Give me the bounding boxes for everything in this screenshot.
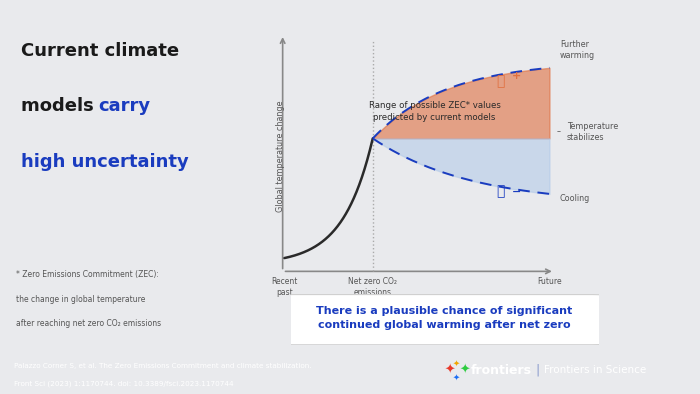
Text: models: models <box>21 97 99 115</box>
Text: Frontiers in Science: Frontiers in Science <box>544 365 646 375</box>
Text: Front Sci (2023) 1:1170744. doi: 10.3389/fsci.2023.1170744: Front Sci (2023) 1:1170744. doi: 10.3389… <box>14 381 234 387</box>
Text: frontiers: frontiers <box>471 364 532 377</box>
Text: ✦: ✦ <box>444 364 455 377</box>
Text: ✦: ✦ <box>460 364 470 377</box>
Text: Global temperature change: Global temperature change <box>276 100 285 212</box>
Text: after reaching net zero CO₂ emissions: after reaching net zero CO₂ emissions <box>15 319 161 328</box>
Text: ✦: ✦ <box>453 373 460 382</box>
Text: carry: carry <box>99 97 150 115</box>
Text: high uncertainty: high uncertainty <box>21 152 188 171</box>
Text: * Zero Emissions Commitment (ZEC):: * Zero Emissions Commitment (ZEC): <box>15 270 158 279</box>
Text: 🌡: 🌡 <box>497 74 505 88</box>
Text: There is a plausible chance of significant
continued global warming after net ze: There is a plausible chance of significa… <box>316 306 573 330</box>
Text: Further
warming: Further warming <box>560 40 595 60</box>
Text: Current climate: Current climate <box>21 42 178 59</box>
Text: Temperature
stabilizes: Temperature stabilizes <box>567 122 618 142</box>
Text: |: | <box>536 364 540 377</box>
Text: the change in global temperature: the change in global temperature <box>15 295 145 304</box>
Text: –: – <box>556 127 561 136</box>
Text: Recent
past: Recent past <box>271 277 298 297</box>
Text: Palazzo Corner S, et al. The Zero Emissions Commitment and climate stabilization: Palazzo Corner S, et al. The Zero Emissi… <box>14 363 312 369</box>
Text: +: + <box>512 71 521 81</box>
Text: 🌡: 🌡 <box>497 184 505 199</box>
FancyBboxPatch shape <box>278 295 608 345</box>
Text: −: − <box>512 187 521 197</box>
Text: Net zero CO₂
emissions: Net zero CO₂ emissions <box>349 277 398 297</box>
Text: Range of possible ZEC* values
predicted by current models: Range of possible ZEC* values predicted … <box>369 101 500 122</box>
Text: Future: Future <box>537 277 561 286</box>
Text: Cooling: Cooling <box>560 194 590 203</box>
Text: ✦: ✦ <box>453 359 460 368</box>
